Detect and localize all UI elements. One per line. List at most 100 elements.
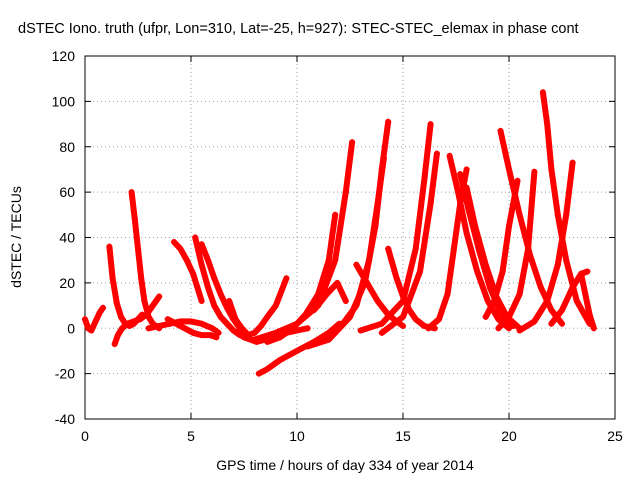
data-point <box>230 327 237 334</box>
data-point <box>141 298 148 305</box>
data-point <box>499 268 506 275</box>
data-point <box>106 243 113 250</box>
data-point <box>310 307 317 314</box>
data-point <box>325 257 332 264</box>
data-point <box>315 336 322 343</box>
data-point <box>374 298 381 305</box>
series-trace <box>357 121 434 334</box>
data-point <box>137 316 144 323</box>
data-point <box>100 304 107 311</box>
data-point <box>342 189 349 196</box>
data-point <box>406 307 413 314</box>
data-point <box>264 338 271 345</box>
data-point <box>514 177 521 184</box>
data-point <box>272 329 279 336</box>
data-point <box>484 298 491 305</box>
data-point <box>226 298 233 305</box>
y-tick-label: 0 <box>67 320 75 336</box>
data-point <box>506 313 512 320</box>
data-point <box>192 234 199 241</box>
data-point <box>145 325 152 332</box>
data-point <box>190 329 197 336</box>
data-point <box>213 334 220 341</box>
series-arc-18 <box>357 121 434 334</box>
data-point <box>164 316 171 323</box>
y-tick-label: -20 <box>55 366 75 382</box>
data-point <box>198 332 205 339</box>
data-point <box>272 302 279 309</box>
data-point <box>559 307 565 314</box>
data-point <box>427 121 434 128</box>
series-trace <box>578 270 597 332</box>
data-point <box>385 245 392 252</box>
data-point <box>211 302 218 309</box>
data-point <box>569 159 576 166</box>
data-point <box>584 268 591 275</box>
data-point <box>156 322 163 329</box>
data-point <box>544 121 551 128</box>
data-point <box>559 320 565 327</box>
data-point <box>506 325 512 332</box>
grid <box>85 56 615 419</box>
data-point <box>531 168 538 175</box>
data-point <box>537 284 544 291</box>
series-arc-04 <box>128 189 163 332</box>
series-trace <box>128 189 163 332</box>
data-point <box>531 318 538 325</box>
data-point <box>131 216 138 223</box>
data-marks <box>82 89 597 377</box>
data-point <box>563 257 570 264</box>
data-point <box>145 313 152 320</box>
data-point <box>204 257 211 264</box>
series-trace <box>226 275 290 339</box>
data-point <box>217 313 224 320</box>
data-point <box>427 200 434 207</box>
data-point <box>118 313 125 320</box>
data-point <box>554 261 561 268</box>
series-arc-09 <box>164 316 220 341</box>
y-tick-label: 60 <box>59 184 75 200</box>
data-point <box>217 291 224 298</box>
data-point <box>378 320 385 327</box>
data-point <box>124 320 131 327</box>
data-point <box>433 150 440 157</box>
data-point <box>207 332 214 339</box>
data-point <box>400 322 406 329</box>
data-point <box>525 245 532 252</box>
data-point <box>209 325 216 332</box>
data-point <box>582 291 589 298</box>
series-arc-32 <box>578 270 597 332</box>
data-point <box>294 347 300 354</box>
series-trace <box>353 261 406 329</box>
data-point <box>569 284 576 291</box>
series-arc-27 <box>497 127 565 327</box>
data-point <box>224 320 231 327</box>
y-tick-label: 80 <box>59 139 75 155</box>
data-point <box>183 257 190 264</box>
data-point <box>294 320 300 327</box>
data-point <box>211 275 218 282</box>
data-point <box>334 279 341 286</box>
data-point <box>450 245 457 252</box>
data-point <box>548 307 555 314</box>
data-point <box>234 329 241 336</box>
data-point <box>491 298 498 305</box>
series-trace <box>311 279 349 314</box>
y-tick-label: 120 <box>52 48 76 64</box>
data-point <box>149 302 156 309</box>
y-tick-label: 20 <box>59 275 75 291</box>
data-point <box>357 327 364 334</box>
series-trace <box>171 239 205 304</box>
data-point <box>421 177 428 184</box>
data-point <box>173 320 180 327</box>
data-point <box>472 223 479 230</box>
data-point <box>255 370 262 377</box>
x-tick-label: 10 <box>289 428 305 444</box>
data-point <box>573 298 580 305</box>
data-point <box>412 316 419 323</box>
data-point <box>578 270 585 277</box>
data-point <box>421 322 428 329</box>
data-point <box>353 261 360 268</box>
data-point <box>188 318 194 325</box>
x-tick-label: 25 <box>607 428 623 444</box>
